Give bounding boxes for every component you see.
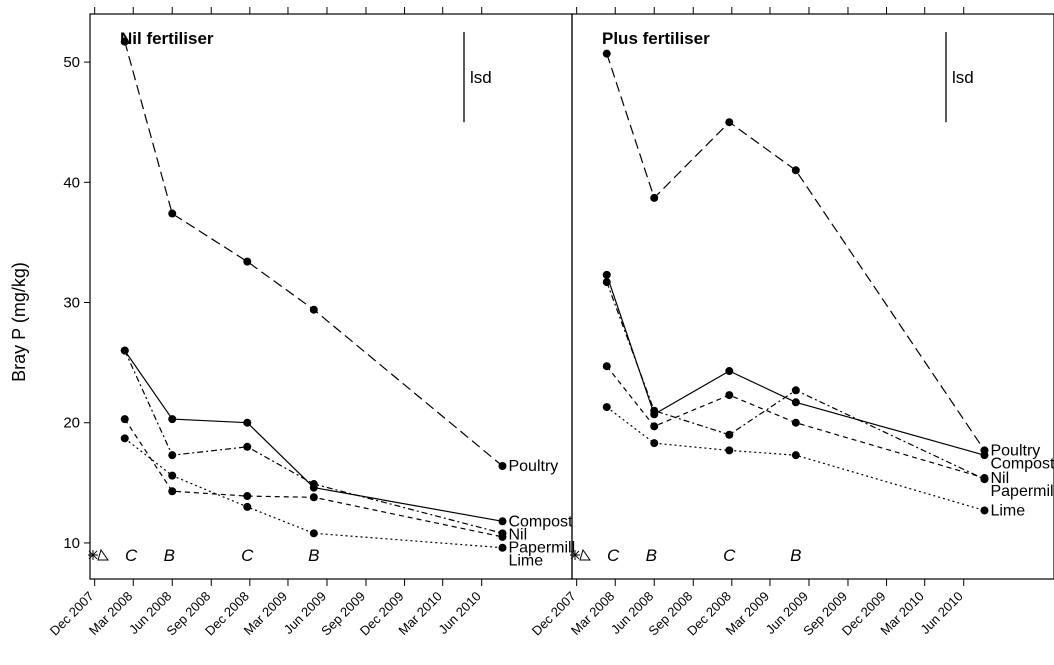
series-line-compost [606,274,985,456]
series-line-poultry [124,41,503,467]
data-point-lime [168,471,177,480]
data-point-papermill [498,532,507,541]
triangle-marker [97,548,109,561]
data-point-papermill [602,278,611,287]
data-point-lime [120,434,129,443]
data-point-compost [980,451,989,460]
data-point-nil [980,474,989,483]
series-label: Nil [990,470,1009,487]
data-point-lime [791,451,800,460]
data-point-poultry [498,462,507,470]
significance-letter: B [646,546,657,565]
data-point-poultry [725,118,734,127]
data-point-nil [309,480,318,489]
data-point-papermill [725,430,734,439]
data-point-poultry [243,257,252,266]
data-point-compost [602,270,611,279]
data-point-compost [168,415,177,424]
x-tick-label: Jun 2010 [917,589,965,637]
x-tick-label: Jun 2010 [435,589,483,637]
series-label: Compost [990,455,1054,472]
data-point-papermill [168,487,177,496]
significance-letter: C [723,546,736,565]
significance-letter: B [790,546,801,565]
data-point-lime [309,529,318,538]
data-point-lime [602,403,611,412]
data-point-lime [980,506,989,515]
star-marker [88,549,98,560]
significance-letter: B [308,546,319,565]
y-tick-label: 10 [63,535,80,552]
triangle-marker [579,548,591,561]
data-point-nil [243,442,252,451]
data-point-lime [650,439,659,448]
series-label: Papermill [508,539,575,556]
data-point-papermill [309,493,318,502]
panel-title: Nil fertiliser [120,29,214,48]
series-label: Nil [508,526,527,543]
significance-letter: C [241,546,254,565]
y-tick-label: 20 [63,415,80,432]
data-point-nil [602,362,611,371]
panel-title: Plus fertiliser [602,29,710,48]
data-point-papermill [120,415,129,424]
series-label: Lime [508,552,543,569]
data-point-poultry [791,166,800,175]
data-point-nil [725,391,734,400]
y-axis-label: Bray P (mg/kg) [9,262,29,382]
data-point-poultry [650,193,659,202]
y-tick-label: 50 [63,54,80,71]
series-label: Poultry [990,442,1040,459]
data-point-lime [243,502,252,511]
star-marker [570,549,580,560]
series-label: Lime [990,502,1025,519]
significance-letter: C [607,546,620,565]
data-point-nil [168,451,177,460]
significance-letter: B [164,546,175,565]
data-point-poultry [120,37,129,46]
y-tick-label: 30 [63,295,80,312]
data-point-papermill [650,406,659,415]
lsd-label: lsd [470,68,492,87]
data-point-poultry [168,209,177,218]
data-point-compost [498,517,507,526]
lsd-label: lsd [952,68,974,87]
data-point-poultry [602,49,611,58]
data-point-lime [725,446,734,455]
y-tick-label: 40 [63,174,80,191]
data-point-nil [791,418,800,427]
data-point-lime [498,543,507,552]
data-point-poultry [309,305,318,314]
data-point-compost [791,398,800,407]
series-line-papermill [124,418,503,538]
panel-frame [89,13,573,580]
data-point-nil [650,422,659,431]
series-label: Papermill [990,483,1054,500]
data-point-compost [725,367,734,376]
series-line-papermill [606,281,985,480]
data-point-papermill [791,386,800,395]
series-label: Poultry [508,458,558,475]
series-line-nil [124,350,503,534]
data-point-nil [120,346,129,355]
data-point-papermill [243,492,252,501]
data-point-compost [243,418,252,427]
series-label: Compost [508,513,573,530]
panel-frame [571,13,1054,580]
significance-letter: C [125,546,138,565]
